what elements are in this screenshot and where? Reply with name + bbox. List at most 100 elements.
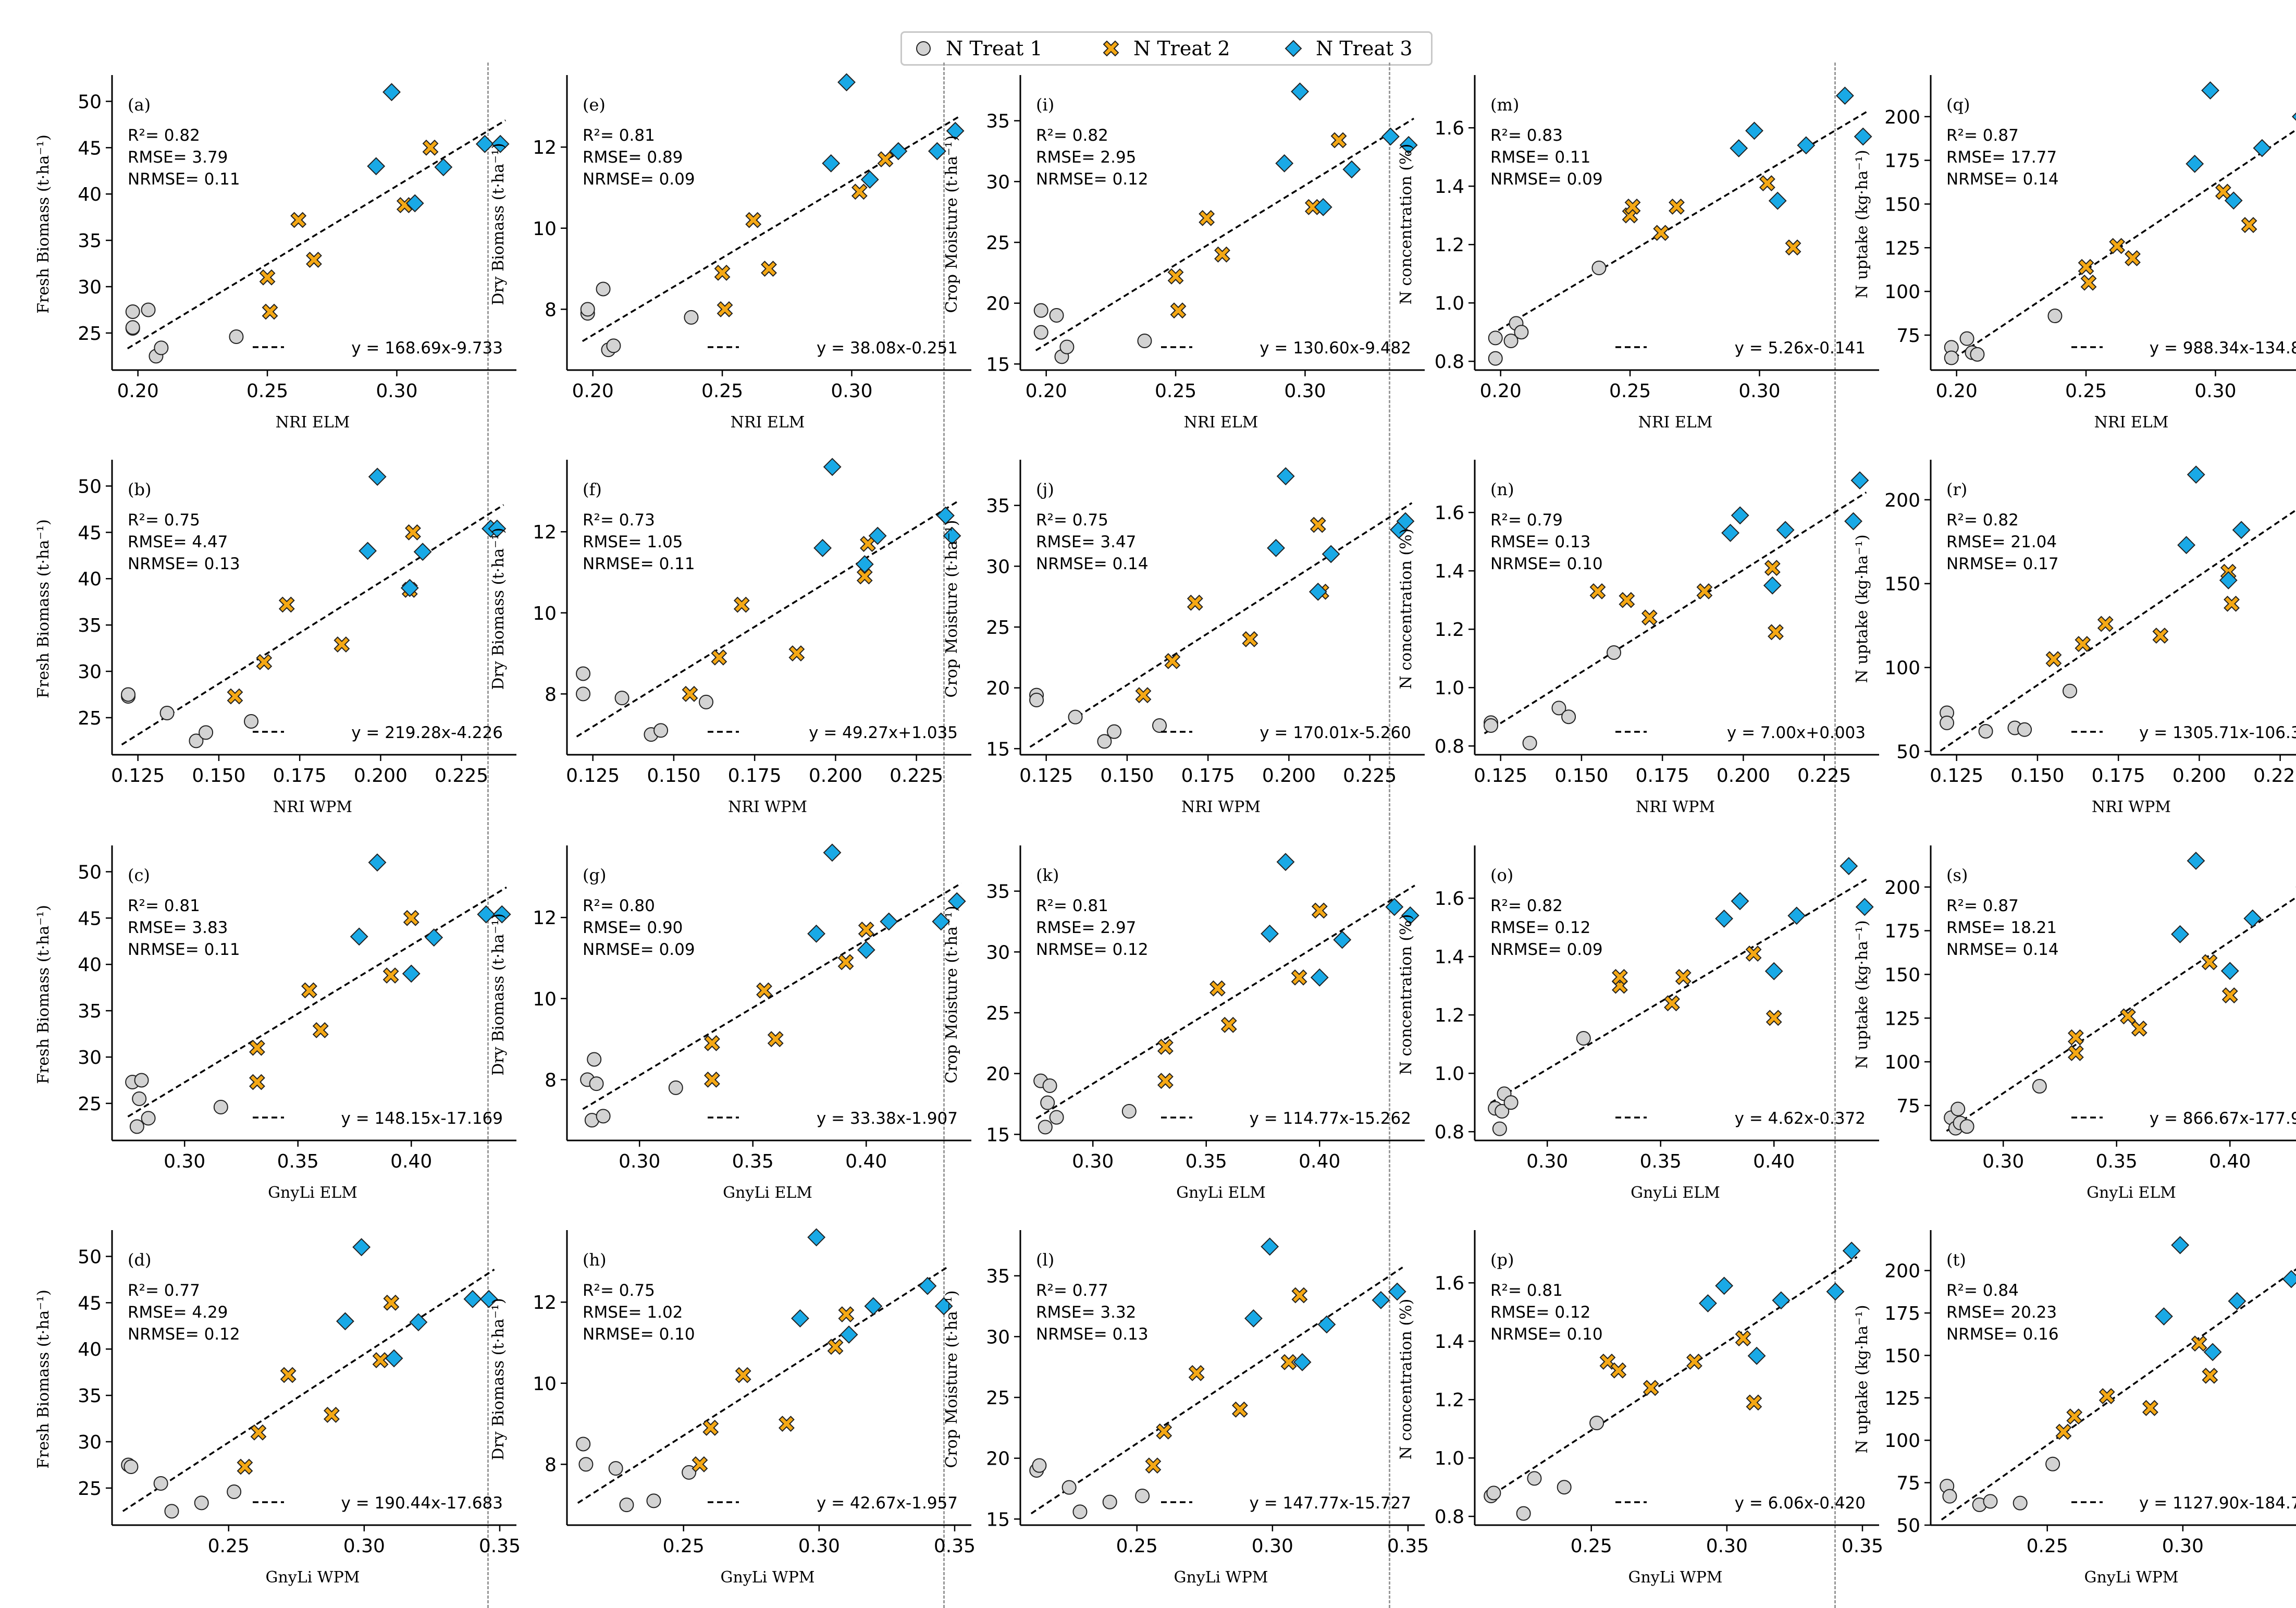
panel-label: (g) [583,865,606,885]
cross-marker-icon [1103,40,1119,57]
data-point-treat2 [250,1424,267,1441]
data-point-treat3 [840,1325,858,1344]
x-tick-label: 0.30 [1072,1151,1114,1172]
data-point-treat1 [1152,718,1167,733]
data-point-treat1 [125,304,140,319]
y-tick-label: 0.8 [1435,351,1464,373]
data-point-treat3 [1797,136,1816,155]
stat-text: R²= 0.84 [1946,1281,2019,1300]
stat-text: NRMSE= 0.09 [583,940,695,959]
stat-text: NRMSE= 0.09 [1490,940,1603,959]
data-point-treat2 [2125,250,2141,266]
data-point-treat1 [1944,350,1959,365]
data-point-treat3 [2243,909,2262,928]
data-point-treat2 [827,1339,844,1355]
stat-text: R²= 0.75 [1036,511,1108,530]
data-point-treat1 [1029,693,1044,707]
column-separator [487,63,489,1608]
legend-item-treat1: N Treat 1 [915,37,1043,60]
data-point-treat1 [1121,1104,1137,1119]
panel-label: (h) [583,1250,607,1270]
data-point-treat2 [1199,210,1215,226]
scatter-panel-k: 0.30 0.35 0.40 15 20 25 30 35 GnyLi ELM Crop Mois… [943,845,1425,1202]
data-point-treat3 [2187,852,2205,870]
panel-label: (s) [1946,865,1968,885]
data-point-treat1 [2063,683,2078,698]
panel-label: (m) [1490,95,1519,115]
data-point-treat1 [2032,1079,2047,1094]
stat-text: R²= 0.87 [1946,126,2019,145]
stat-text: R²= 0.82 [128,126,200,145]
x-axis-label: NRI WPM [2092,798,2171,816]
y-tick-label: 100 [1884,1430,1920,1452]
y-tick-label: 150 [1884,964,1920,986]
data-point-treat2 [2080,274,2097,291]
data-point-treat3 [1261,924,1279,943]
y-tick-label: 1.0 [1435,1063,1464,1085]
data-point-treat2 [1188,1365,1205,1381]
data-point-treat2 [1167,268,1184,285]
x-tick-label: 0.225 [435,765,488,787]
data-point-treat3 [2186,154,2204,173]
data-point-treat2 [1641,609,1658,626]
y-axis-label: N concentration (%) [1397,914,1415,1075]
stat-text: RMSE= 0.90 [583,918,683,937]
fit-line [1029,502,1413,748]
data-point-treat2 [372,1352,389,1368]
y-tick-label: 150 [1884,1345,1920,1367]
y-tick-label: 15 [986,1509,1010,1530]
data-point-treat1 [684,310,699,325]
data-point-treat2 [788,645,805,661]
data-point-treat2 [1157,1038,1174,1055]
data-point-treat2 [717,301,733,317]
data-point-treat1 [589,1076,604,1091]
data-point-treat2 [334,636,350,653]
data-point-treat3 [807,924,825,943]
data-point-treat2 [1735,1330,1751,1347]
x-tick-label: 0.150 [1100,765,1154,787]
data-point-treat1 [229,329,244,344]
equation-text: y = 7.00x+0.003 [1727,723,1866,742]
data-point-treat1 [646,1493,661,1508]
data-point-treat3 [2291,112,2296,121]
data-point-treat3 [1844,512,1862,531]
data-point-treat1 [1516,1506,1531,1521]
y-tick-label: 150 [1884,194,1920,215]
equation-text: y = 1305.71x-106.321 [2139,723,2296,742]
data-point-treat2 [2075,636,2091,653]
scatter-panel-b: 0.125 0.150 0.175 0.200 0.225 25 30 35 40 45 50 NRI… [34,460,516,816]
data-point-treat3 [946,121,965,140]
data-point-treat3 [807,1228,826,1247]
data-point-treat2 [2202,1368,2218,1384]
y-axis-label: Dry Biomass (t·ha⁻¹) [489,143,508,305]
data-point-treat2 [838,1306,855,1322]
data-point-treat3 [1776,521,1795,539]
data-point-treat2 [1785,239,1801,256]
data-point-treat3 [928,142,946,161]
equation-text: y = 4.62x-0.372 [1735,1109,1866,1128]
data-point-treat1 [1102,1494,1117,1509]
y-tick-label: 35 [986,111,1010,132]
data-point-treat1 [1589,1416,1604,1430]
data-point-treat2 [733,596,750,613]
stat-text: RMSE= 0.89 [583,148,683,167]
data-point-treat3 [860,170,879,189]
y-axis-label: N uptake (kg·ha⁻¹) [1853,150,1871,298]
x-tick-label: 0.25 [1571,1536,1612,1557]
data-point-treat1 [1576,1031,1591,1046]
data-point-treat2 [1669,198,1685,215]
data-point-treat3 [413,543,432,561]
x-axis-label: NRI WPM [273,798,352,816]
data-point-treat2 [383,1294,400,1311]
y-tick-label: 25 [986,617,1010,639]
x-tick-label: 0.30 [1284,380,1326,402]
data-point-treat2 [2241,217,2257,234]
data-point-treat3 [2253,139,2272,157]
x-axis-label: NRI WPM [1181,798,1261,816]
y-tick-label: 15 [986,354,1010,375]
y-axis-label: N concentration (%) [1397,1299,1415,1460]
data-point-treat3 [822,154,841,173]
data-point-treat1 [159,706,175,720]
data-point-treat2 [2201,954,2218,971]
data-point-treat3 [1401,906,1419,925]
